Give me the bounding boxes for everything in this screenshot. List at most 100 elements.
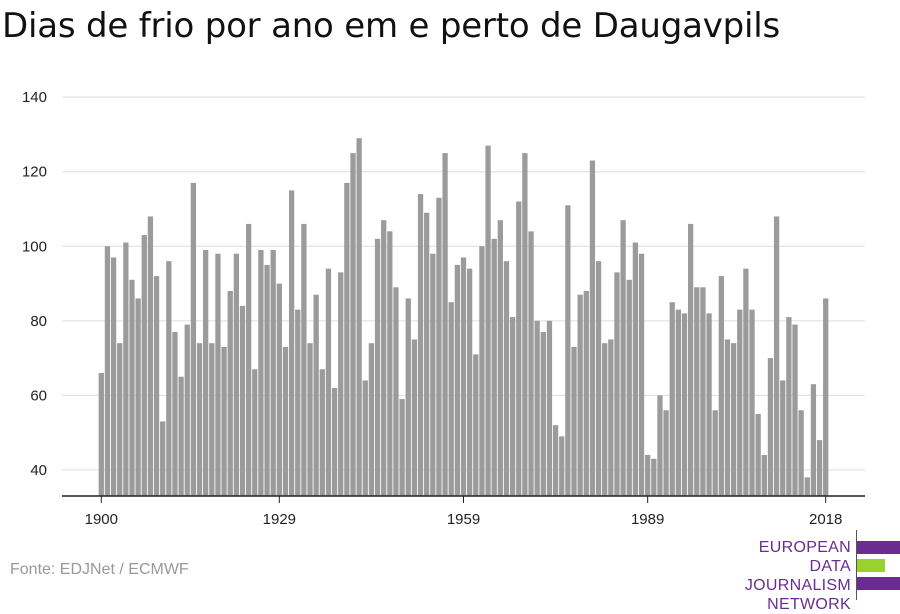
bar-1996 xyxy=(688,223,694,496)
y-tick-label: 120 xyxy=(22,164,47,181)
bar-1932 xyxy=(295,309,301,496)
y-tick-label: 60 xyxy=(30,387,47,404)
logo-bar-bottom xyxy=(857,577,900,590)
bar-1984 xyxy=(614,272,620,496)
bar-1926 xyxy=(258,250,264,496)
bar-1941 xyxy=(350,153,356,496)
bar-1979 xyxy=(583,291,589,496)
bar-1945 xyxy=(374,238,381,496)
bar-1923 xyxy=(239,305,246,496)
bar-1972 xyxy=(540,332,546,496)
bar-1925 xyxy=(252,369,258,496)
bar-2005 xyxy=(743,268,749,496)
bar-1927 xyxy=(264,264,270,496)
x-axis-ticks: 1900 1929 1959 1989 2018 xyxy=(85,496,842,528)
bar-2013 xyxy=(792,324,798,496)
bar-1997 xyxy=(694,287,700,496)
bar-1909 xyxy=(153,276,160,496)
logo-line-3: NETWORK xyxy=(767,596,851,613)
bar-1943 xyxy=(362,380,368,496)
bar-1905 xyxy=(129,279,135,496)
bar-1911 xyxy=(166,261,172,496)
x-tick-label: 1989 xyxy=(631,511,664,528)
bar-1985 xyxy=(620,220,626,496)
bar-1962 xyxy=(479,246,485,496)
bar-1958 xyxy=(454,264,460,496)
bar-1922 xyxy=(233,253,239,496)
bar-1931 xyxy=(288,190,295,497)
bar-1975 xyxy=(559,436,565,496)
logo-bar-middle xyxy=(857,559,885,572)
y-axis-ticks: 40 60 80 100 120 140 xyxy=(22,89,47,479)
bar-1967 xyxy=(509,317,516,496)
bar-2018 xyxy=(823,298,829,496)
bar-2006 xyxy=(749,309,755,496)
logo-bar-top xyxy=(857,541,900,554)
bar-2016 xyxy=(810,384,817,496)
bar-1903 xyxy=(117,343,123,496)
bar-1982 xyxy=(602,343,608,496)
bar-1919 xyxy=(215,253,221,496)
bar-1980 xyxy=(589,160,596,497)
bar-1928 xyxy=(270,250,276,496)
bar-1998 xyxy=(700,287,706,496)
bar-1994 xyxy=(675,309,681,496)
bar-1960 xyxy=(467,268,473,496)
bar-1930 xyxy=(282,346,289,496)
bar-1969 xyxy=(522,153,528,496)
bar-2004 xyxy=(737,309,743,496)
bar-1978 xyxy=(577,294,583,496)
bar-1936 xyxy=(319,369,325,496)
bar-1963 xyxy=(485,145,491,496)
y-tick-label: 40 xyxy=(30,462,47,479)
bar-1988 xyxy=(638,253,645,496)
bar-1906 xyxy=(135,298,141,496)
bar-1955 xyxy=(436,197,442,496)
x-tick-label: 1900 xyxy=(85,511,118,528)
bar-1908 xyxy=(147,216,154,496)
bar-1924 xyxy=(246,223,252,496)
bar-2007 xyxy=(755,414,761,496)
bar-1956 xyxy=(442,153,448,496)
bar-1900 xyxy=(98,373,104,496)
bar-1977 xyxy=(571,346,577,496)
x-tick-label: 2018 xyxy=(809,511,842,528)
y-tick-label: 100 xyxy=(22,238,47,255)
bar-1957 xyxy=(448,302,454,496)
bar-1983 xyxy=(608,339,614,496)
bar-1915 xyxy=(190,182,197,496)
bar-1993 xyxy=(669,302,675,496)
bar-1966 xyxy=(503,261,510,496)
bar-1914 xyxy=(184,324,190,496)
bar-1937 xyxy=(325,268,332,496)
bar-1950 xyxy=(405,298,411,496)
bar-1910 xyxy=(160,421,166,496)
bar-2001 xyxy=(718,276,724,496)
bar-1964 xyxy=(491,238,497,496)
bar-2002 xyxy=(724,339,731,496)
bar-1959 xyxy=(460,257,467,496)
bar-1918 xyxy=(209,343,215,496)
y-tick-label: 80 xyxy=(30,313,47,330)
bar-2003 xyxy=(730,343,737,496)
bar-2017 xyxy=(816,440,823,496)
bar-1976 xyxy=(565,205,571,496)
bar-2009 xyxy=(767,358,774,496)
bar-1921 xyxy=(227,291,233,496)
bar-1939 xyxy=(338,272,344,496)
logo-wordmark: EUROPEAN DATA JOURNALISM NETWORK xyxy=(700,538,851,614)
bar-2008 xyxy=(761,455,767,496)
bar-1944 xyxy=(368,343,375,496)
y-tick-label: 140 xyxy=(22,89,47,106)
bar-2011 xyxy=(780,380,786,496)
bar-2012 xyxy=(786,317,792,496)
x-tick-label: 1929 xyxy=(263,511,296,528)
bar-1917 xyxy=(203,250,209,496)
bar-1968 xyxy=(516,201,522,497)
bar-1986 xyxy=(626,279,632,496)
bar-1999 xyxy=(706,313,712,496)
bar-2014 xyxy=(798,410,804,496)
bar-1904 xyxy=(123,242,129,496)
bar-1940 xyxy=(344,182,350,496)
bar-1934 xyxy=(307,343,313,496)
